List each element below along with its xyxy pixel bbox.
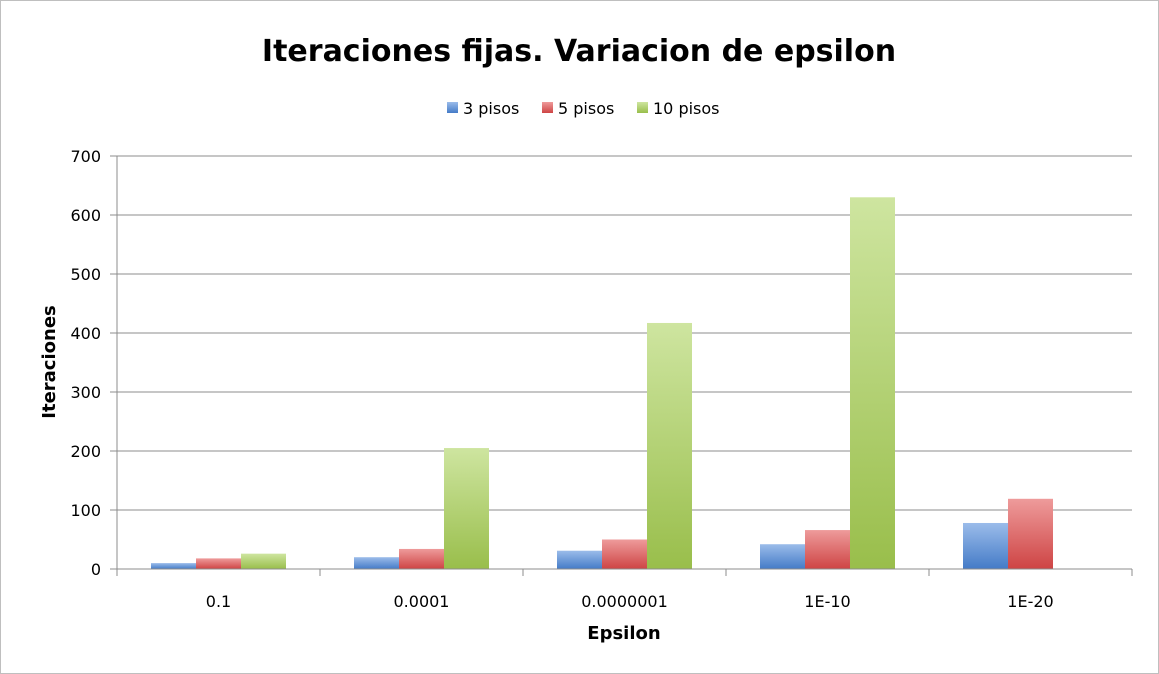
- bar-5-pisos-0.0000001: [602, 539, 647, 569]
- legend-swatch: [637, 102, 648, 113]
- bar-10-pisos-0.0001: [444, 448, 489, 569]
- legend-label: 3 pisos: [463, 99, 519, 118]
- bar-5-pisos-0.0001: [399, 548, 444, 569]
- x-axis-ticks: 0.1 0.0001 0.0000001 1E-10 1E-20: [206, 592, 1054, 611]
- y-tick-label: 200: [70, 442, 101, 461]
- bar-3-pisos-0.1: [151, 563, 196, 569]
- x-tick-label: 1E-20: [1007, 592, 1053, 611]
- legend-label: 5 pisos: [558, 99, 614, 118]
- y-tick-label: 300: [70, 383, 101, 402]
- y-tick-label: 100: [70, 501, 101, 520]
- legend-swatch: [542, 102, 553, 113]
- bar-5-pisos-1E-10: [805, 530, 850, 569]
- y-tick-label: 400: [70, 324, 101, 343]
- bar-5-pisos-1E-20: [1008, 498, 1053, 569]
- y-tick-label: 700: [70, 147, 101, 166]
- bars: [151, 197, 1053, 570]
- bar-10-pisos-0.0000001: [647, 322, 692, 569]
- bar-3-pisos-0.0000001: [557, 550, 602, 569]
- y-tick-label: 500: [70, 265, 101, 284]
- bar-3-pisos-1E-10: [760, 544, 805, 569]
- y-axis-ticks: 0 100 200 300 400 500 600 700: [70, 147, 117, 579]
- gridlines: [117, 155, 1132, 570]
- bar-10-pisos-0.1: [241, 553, 286, 569]
- bar-3-pisos-0.0001: [354, 557, 399, 569]
- legend: 3 pisos 5 pisos 10 pisos: [447, 99, 720, 118]
- y-tick-label: 600: [70, 206, 101, 225]
- bar-5-pisos-0.1: [196, 558, 241, 569]
- y-tick-label: 0: [91, 560, 101, 579]
- x-tick-label: 0.0000001: [581, 592, 668, 611]
- y-axis-title: Iteraciones: [39, 305, 60, 418]
- bar-10-pisos-1E-10: [850, 197, 895, 570]
- x-tick-label: 0.1: [206, 592, 231, 611]
- chart-title: Iteraciones fijas. Variacion de epsilon: [262, 34, 896, 69]
- legend-swatch: [447, 102, 458, 113]
- x-tick-label: 1E-10: [804, 592, 850, 611]
- x-axis-title: Epsilon: [587, 623, 660, 644]
- x-axis: [116, 156, 1133, 576]
- legend-label: 10 pisos: [653, 99, 720, 118]
- x-tick-label: 0.0001: [394, 592, 450, 611]
- bar-3-pisos-1E-20: [963, 522, 1008, 569]
